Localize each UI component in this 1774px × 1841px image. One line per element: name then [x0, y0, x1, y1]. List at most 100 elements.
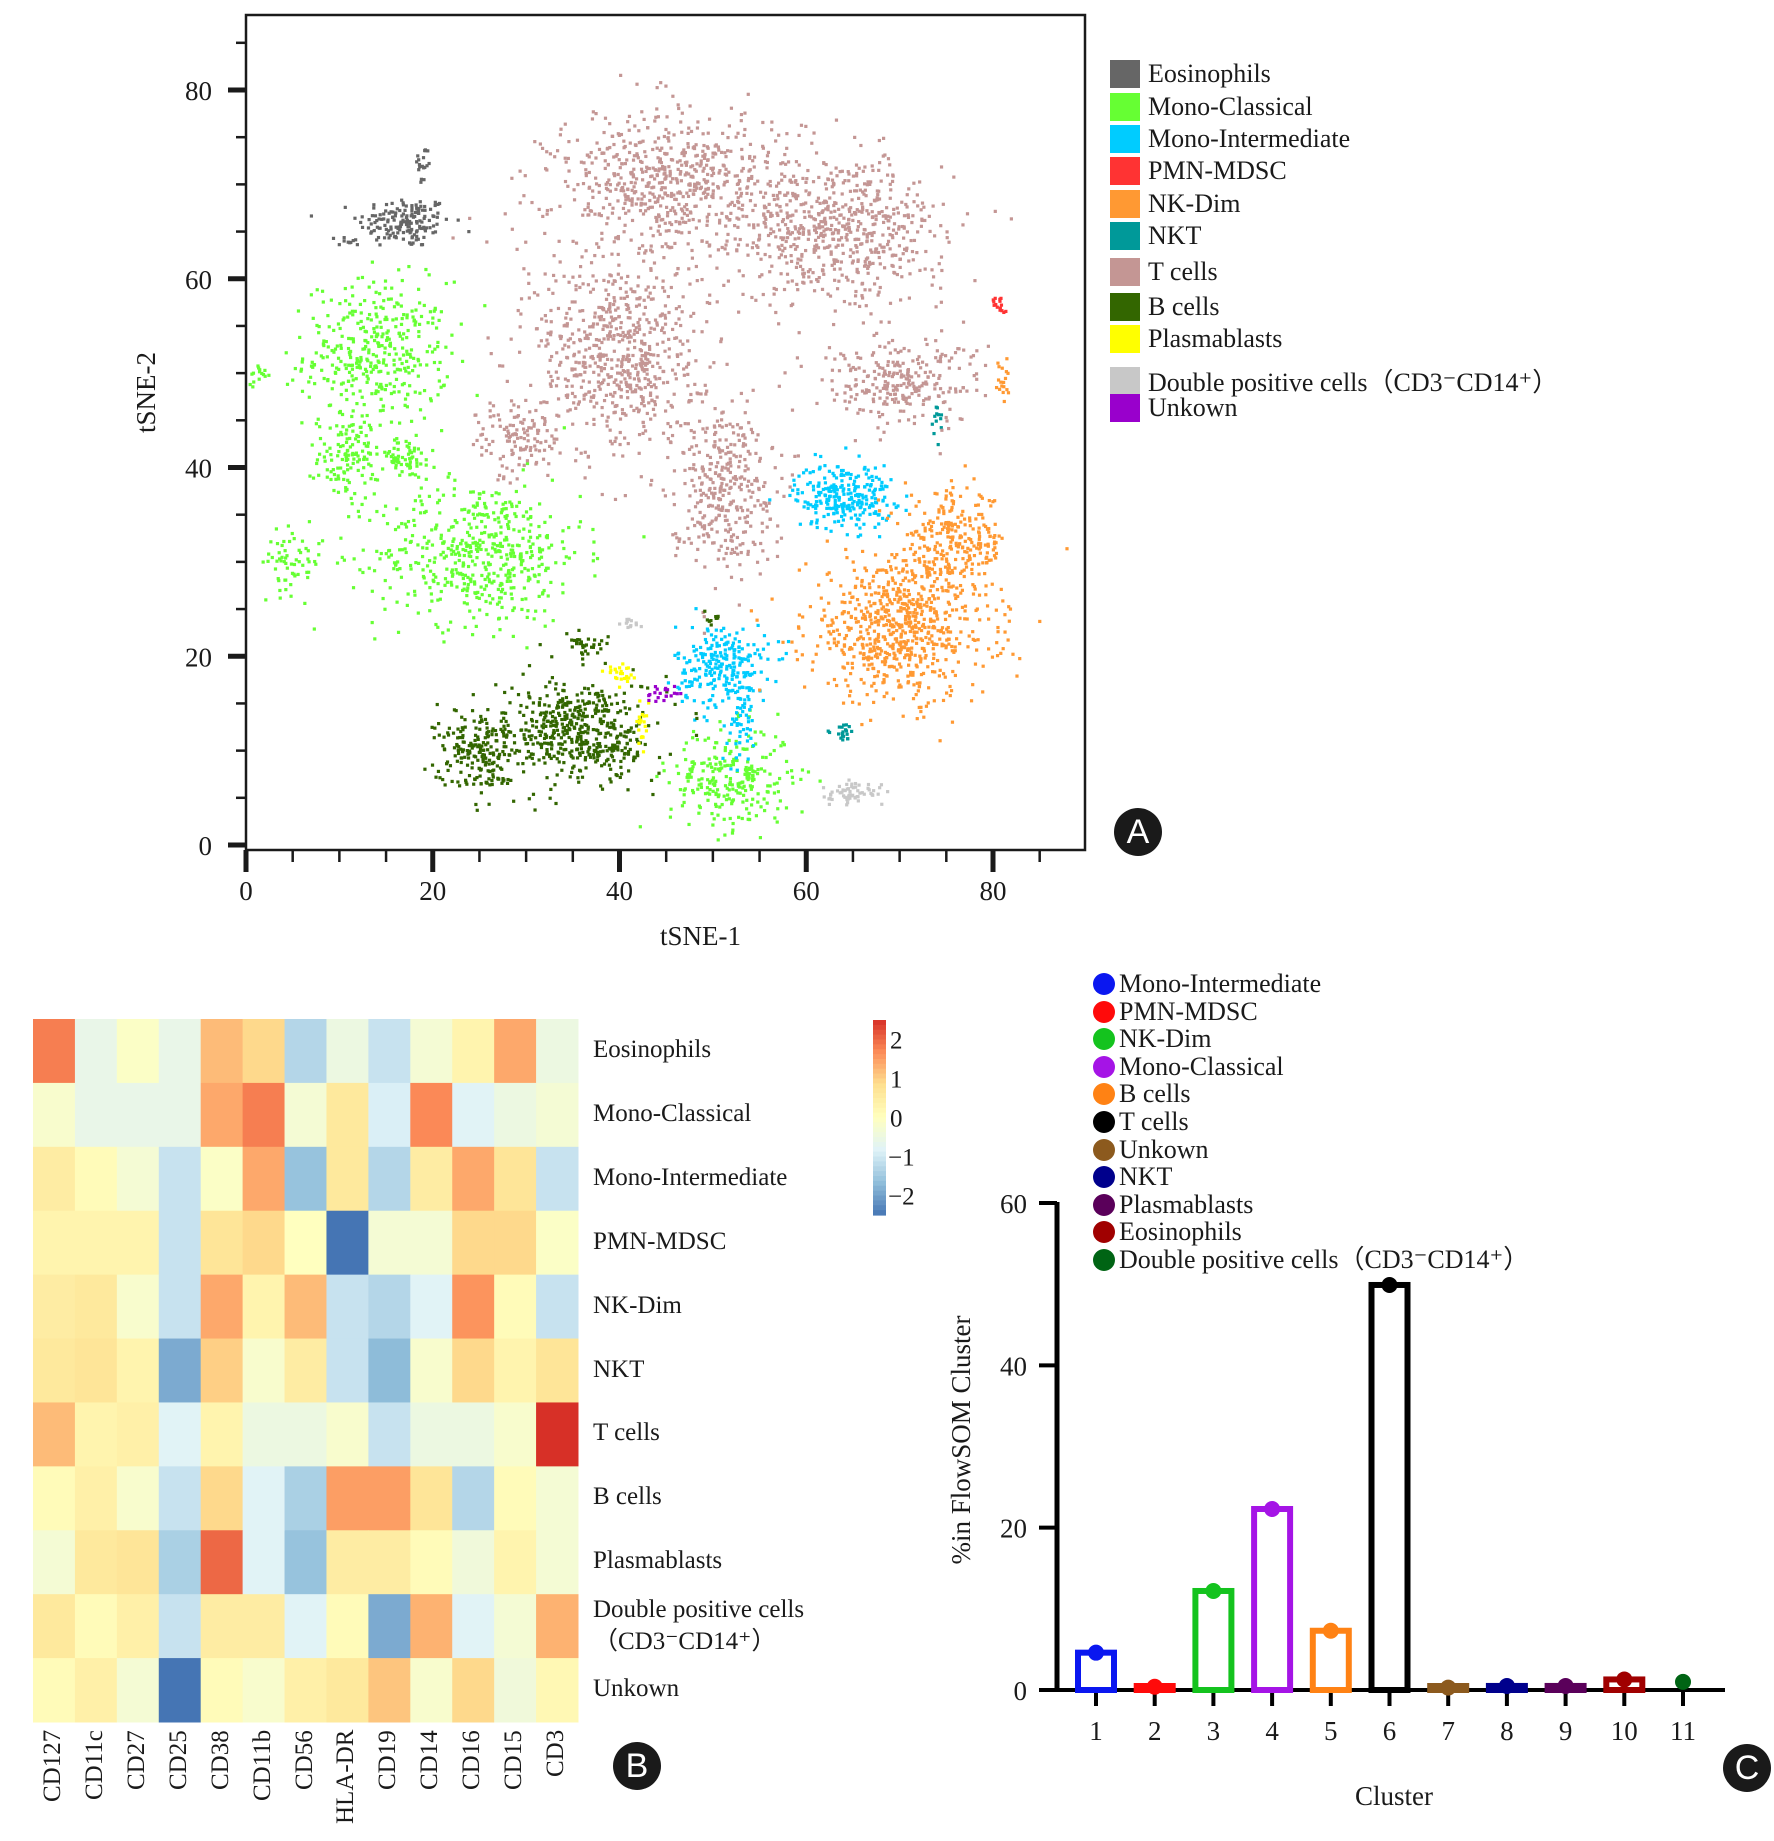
data-point: [377, 360, 381, 365]
data-point: [336, 322, 341, 326]
data-point: [591, 527, 595, 532]
data-point: [841, 701, 846, 705]
data-point: [789, 180, 793, 184]
data-point: [776, 197, 780, 201]
data-point: [629, 238, 633, 242]
data-point: [467, 522, 471, 526]
data-point: [756, 800, 760, 804]
data-point: [461, 576, 465, 581]
data-point: [391, 215, 395, 219]
data-point: [393, 527, 398, 532]
data-point: [694, 143, 698, 147]
data-point: [873, 641, 877, 645]
data-point: [626, 197, 630, 201]
data-point: [333, 347, 338, 351]
data-point: [688, 680, 692, 684]
data-point: [375, 452, 379, 456]
data-point: [991, 548, 995, 552]
data-point: [886, 642, 890, 646]
data-point: [667, 355, 671, 359]
data-point: [567, 307, 572, 311]
data-point: [917, 685, 921, 689]
data-point: [723, 833, 727, 837]
data-point: [509, 548, 513, 552]
data-point: [714, 802, 718, 806]
data-point: [506, 525, 510, 529]
data-point: [710, 778, 714, 782]
data-point: [506, 523, 510, 527]
data-point: [494, 550, 498, 554]
data-point: [695, 279, 699, 283]
data-point: [656, 197, 660, 201]
data-point: [328, 426, 332, 430]
data-point: [432, 465, 436, 469]
data-point: [406, 365, 410, 369]
data-point: [481, 561, 486, 565]
data-point: [405, 462, 409, 466]
data-point: [378, 423, 382, 427]
data-point: [790, 640, 794, 644]
data-point: [365, 457, 369, 461]
data-point: [355, 243, 359, 247]
data-point: [587, 380, 591, 384]
data-point: [802, 275, 806, 279]
data-point: [857, 636, 861, 640]
data-point: [920, 646, 924, 650]
data-point: [786, 191, 790, 195]
data-point: [266, 559, 270, 563]
data-point: [853, 493, 858, 498]
data-point: [347, 336, 351, 341]
data-point: [872, 629, 877, 633]
data-point: [689, 775, 693, 779]
data-point: [417, 475, 421, 479]
data-point: [754, 298, 758, 302]
data-point: [896, 600, 900, 604]
data-point: [397, 390, 401, 394]
data-point: [676, 103, 680, 107]
data-point: [586, 336, 590, 341]
data-point: [517, 529, 521, 533]
data-point: [385, 232, 389, 236]
data-point: [758, 688, 762, 692]
data-point: [639, 475, 643, 479]
data-point: [746, 720, 751, 724]
data-point: [577, 361, 581, 365]
data-point: [672, 133, 676, 137]
data-point: [868, 484, 873, 488]
data-point: [416, 154, 420, 158]
data-point: [706, 764, 710, 768]
data-point: [970, 540, 974, 545]
data-point: [850, 261, 855, 265]
data-point: [833, 228, 838, 232]
data-point: [920, 201, 925, 205]
data-point: [474, 543, 478, 548]
data-point: [332, 380, 336, 384]
data-point: [705, 320, 709, 324]
data-point: [460, 508, 464, 512]
data-point: [257, 370, 262, 374]
data-point: [367, 351, 371, 355]
data-point: [437, 379, 441, 383]
data-point: [950, 508, 954, 512]
data-point: [678, 159, 682, 163]
data-point: [567, 556, 571, 560]
data-point: [866, 212, 871, 216]
data-point: [428, 609, 432, 613]
data-point: [661, 326, 665, 330]
data-point: [361, 570, 365, 575]
data-point: [618, 166, 622, 170]
data-point: [536, 580, 540, 584]
data-point: [860, 722, 864, 727]
data-point: [883, 650, 888, 655]
data-point: [824, 227, 828, 232]
data-point: [941, 202, 945, 206]
data-point: [958, 494, 963, 498]
data-point: [640, 192, 644, 196]
data-point: [865, 643, 869, 647]
data-point: [899, 597, 903, 601]
data-point: [809, 280, 813, 284]
data-point: [594, 279, 598, 283]
data-point: [347, 370, 352, 374]
data-point: [464, 541, 468, 545]
data-point: [932, 642, 936, 647]
